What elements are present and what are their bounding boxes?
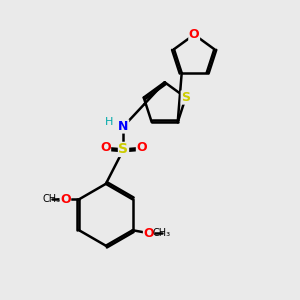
Text: O: O <box>60 193 70 206</box>
Text: O: O <box>136 141 147 154</box>
Text: H: H <box>105 117 113 127</box>
Text: N: N <box>118 120 129 133</box>
Text: S: S <box>181 91 190 104</box>
Text: O: O <box>100 141 111 154</box>
Text: CH₃: CH₃ <box>43 194 61 204</box>
Text: O: O <box>143 227 154 240</box>
Text: CH₃: CH₃ <box>153 228 171 238</box>
Text: S: S <box>118 142 128 156</box>
Text: O: O <box>189 28 200 41</box>
